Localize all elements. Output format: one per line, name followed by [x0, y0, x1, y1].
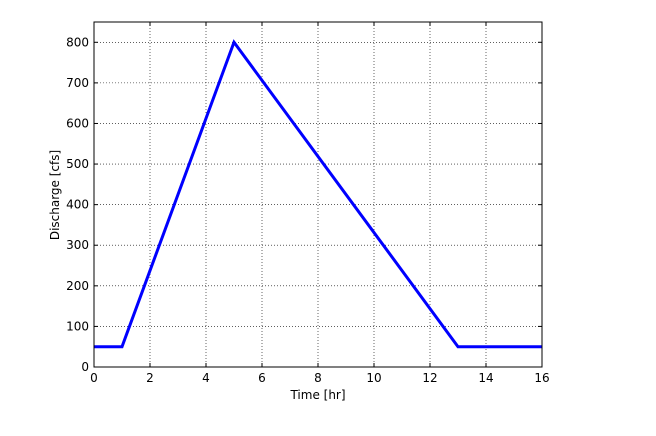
y-tick-label: 100 — [66, 319, 89, 333]
y-tick-label: 600 — [66, 116, 89, 130]
y-tick-label: 800 — [66, 35, 89, 49]
x-tick-label: 16 — [534, 371, 549, 385]
tick-labels: 0 2 4 6 8 10 12 14 16 0 100 200 300 400 500 600 700 800 — [66, 35, 550, 385]
x-tick-label: 2 — [146, 371, 154, 385]
x-tick-label: 6 — [258, 371, 266, 385]
axis-ticks — [93, 22, 543, 368]
x-tick-label: 4 — [202, 371, 210, 385]
y-tick-label: 300 — [66, 238, 89, 252]
y-tick-label: 400 — [66, 198, 89, 212]
x-tick-label: 0 — [90, 371, 98, 385]
x-tick-label: 8 — [314, 371, 322, 385]
x-axis-title: Time [hr] — [289, 388, 345, 402]
x-tick-label: 14 — [478, 371, 493, 385]
y-tick-label: 200 — [66, 279, 89, 293]
x-tick-label: 12 — [422, 371, 437, 385]
y-axis-title: Discharge [cfs] — [48, 150, 62, 240]
y-tick-label: 700 — [66, 76, 89, 90]
y-tick-label: 500 — [66, 157, 89, 171]
x-tick-label: 10 — [366, 371, 381, 385]
y-tick-label: 0 — [81, 360, 89, 374]
